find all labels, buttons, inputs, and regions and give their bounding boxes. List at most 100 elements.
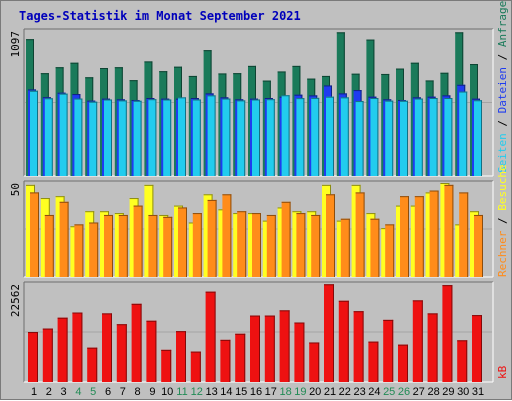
bar-rechner-shadow — [289, 201, 291, 277]
bar-anfragen-cap — [366, 39, 375, 41]
bar-kb-shadow — [392, 319, 394, 382]
bar-dateien-cap — [398, 99, 406, 101]
bar-kb — [264, 315, 275, 382]
bar-anfragen-cap — [470, 64, 478, 66]
bar-seiten-cap — [237, 100, 246, 102]
bar-dateien-cap — [427, 96, 436, 98]
bar-seiten-cap — [400, 100, 408, 102]
bar-rechner — [207, 199, 217, 277]
bar-rechner — [163, 216, 173, 277]
bar-rechner-shadow — [437, 190, 439, 277]
bar-seiten-cap — [429, 98, 438, 100]
bar-dateien-cap — [190, 98, 199, 100]
bar-kb-cap — [472, 315, 482, 317]
bar-rechner — [355, 192, 365, 277]
bar-rechner — [192, 213, 202, 277]
bar-seiten — [74, 98, 83, 176]
bar-dateien-cap — [161, 98, 170, 100]
bar-rechner-cap — [355, 192, 365, 194]
bar-anfragen-cap — [322, 75, 330, 77]
bar-rechner — [178, 207, 187, 277]
bar-kb — [353, 311, 364, 382]
bar-rechner — [133, 205, 143, 277]
bar-dateien-cap — [146, 98, 155, 100]
bar-kb-cap — [250, 315, 260, 317]
legend-group: kB — [496, 365, 509, 379]
bar-rechner — [266, 214, 276, 277]
bar-kb-shadow — [96, 347, 98, 382]
bar-dateien-cap — [220, 97, 229, 99]
bar-kb-cap — [190, 351, 201, 353]
bar-rechner — [340, 218, 350, 277]
bar-kb-cap — [57, 317, 68, 319]
bar-seiten-shadow — [170, 99, 172, 176]
x-axis-day-label: 27 — [413, 386, 425, 398]
bar-rechner-cap — [59, 201, 69, 203]
bar-rechner — [385, 224, 395, 277]
bar-seiten — [459, 91, 468, 176]
x-axis-day-label: 13 — [205, 386, 217, 398]
bar-seiten — [311, 97, 320, 176]
bar-kb-cap — [28, 332, 38, 334]
bar-seiten-cap — [207, 95, 216, 97]
bar-rechner-shadow — [38, 192, 39, 277]
bar-kb-shadow — [37, 332, 38, 382]
bar-dateien-cap — [42, 97, 51, 99]
bar-kb — [131, 303, 142, 382]
bar-seiten — [30, 90, 38, 176]
bar-seiten-shadow — [155, 99, 157, 176]
bar-anfragen-cap — [55, 67, 64, 69]
bar-seiten-shadow — [362, 101, 364, 176]
bar-kb-shadow — [81, 312, 83, 382]
bar-seiten-shadow — [81, 98, 83, 176]
bar-rechner-shadow — [171, 216, 173, 277]
bar-seiten — [429, 98, 438, 176]
x-axis-day-label: 28 — [427, 386, 439, 398]
legend-separator: / — [496, 113, 509, 133]
bar-besuche-cap — [351, 184, 361, 186]
bar-seiten-shadow — [392, 100, 394, 176]
bar-kb-shadow — [229, 339, 231, 382]
bar-kb — [294, 322, 305, 382]
bar-kb-cap — [161, 349, 172, 351]
bar-rechner — [414, 196, 424, 277]
bar-rechner — [237, 211, 247, 277]
bar-rechner — [222, 194, 232, 277]
bar-seiten-shadow — [51, 98, 53, 176]
bar-seiten-shadow — [407, 100, 408, 176]
bar-rechner-shadow — [467, 192, 469, 277]
bar-seiten — [400, 100, 408, 176]
bar-kb-cap — [324, 284, 334, 286]
bar-kb-shadow — [288, 310, 290, 382]
chart-title: Tages-Statistik im Monat September 2021 — [19, 9, 301, 23]
bar-rechner-cap — [163, 216, 173, 218]
bar-seiten — [59, 93, 68, 176]
legend-seiten: Seiten — [496, 133, 509, 173]
bar-anfragen-cap — [70, 62, 79, 64]
bar-rechner-cap — [89, 222, 99, 224]
bar-kb-shadow — [125, 324, 127, 382]
bar-seiten-cap — [104, 99, 112, 101]
bar-anfragen-cap — [85, 77, 94, 79]
bar-anfragen-cap — [336, 32, 345, 34]
bar-dateien-cap — [353, 90, 362, 92]
bar-seiten-cap — [148, 99, 157, 101]
bar-kb — [457, 340, 468, 382]
bar-seiten-shadow — [229, 98, 231, 176]
bar-seiten-shadow — [96, 101, 98, 176]
bar-seiten-cap — [44, 98, 53, 100]
bar-besuche-cap — [129, 198, 139, 200]
bar-seiten-cap — [355, 101, 364, 103]
bar-seiten-cap — [192, 99, 201, 101]
bar-dateien-cap — [250, 98, 258, 100]
x-axis-day-label: 18 — [279, 386, 291, 398]
bar-kb-cap — [353, 311, 364, 313]
bar-rechner-cap — [429, 190, 439, 192]
bar-rechner-cap — [311, 214, 321, 216]
bar-seiten-shadow — [37, 90, 38, 176]
bar-kb — [338, 300, 349, 382]
bar-rechner-cap — [148, 214, 158, 216]
bar-besuche-cap — [100, 211, 109, 213]
bar-besuche-cap — [307, 211, 317, 213]
bar-seiten-shadow — [421, 98, 423, 176]
